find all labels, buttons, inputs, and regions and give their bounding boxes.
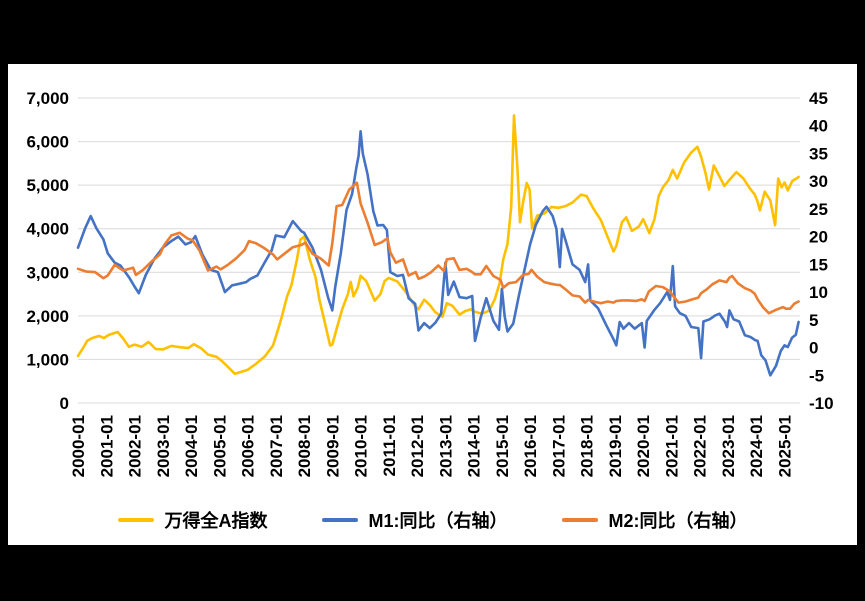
left-axis-tick-label: 7,000 xyxy=(26,89,69,108)
x-axis-tick-label: 2024-01 xyxy=(747,415,766,477)
x-axis-tick-label: 2007-01 xyxy=(267,415,286,477)
m1-series-swatch xyxy=(321,518,358,522)
x-axis-tick-label: 2015-01 xyxy=(493,415,512,477)
x-axis-tick-label: 2006-01 xyxy=(239,415,258,477)
x-axis-tick-label: 2005-01 xyxy=(210,415,229,477)
x-axis-tick-label: 2003-01 xyxy=(154,415,173,477)
x-axis-tick-label: 2019-01 xyxy=(606,415,625,477)
right-axis-tick-label: 35 xyxy=(809,145,828,164)
x-axis-tick-label: 2016-01 xyxy=(521,415,540,477)
right-axis-tick-label: 45 xyxy=(809,89,828,108)
left-axis-tick-label: 1,000 xyxy=(26,350,69,369)
right-axis-tick-label: 30 xyxy=(809,172,828,191)
x-axis-tick-label: 2022-01 xyxy=(691,415,710,477)
x-axis-tick-label: 2023-01 xyxy=(719,415,738,477)
x-axis-tick-label: 2018-01 xyxy=(578,415,597,477)
x-axis-tick-label: 2010-01 xyxy=(352,415,371,477)
x-axis-tick-label: 2025-01 xyxy=(776,415,795,477)
right-axis-tick-label: 0 xyxy=(809,339,818,358)
right-axis-tick-label: 5 xyxy=(809,311,818,330)
chart-legend: 万得全A指数 M1:同比（右轴） M2:同比（右轴） xyxy=(8,507,857,533)
x-axis-tick-label: 2004-01 xyxy=(182,415,201,477)
x-axis-tick-label: 2020-01 xyxy=(634,415,653,477)
legend-label-m2-yoy: M2:同比（右轴） xyxy=(608,511,748,531)
left-axis-tick-label: 6,000 xyxy=(26,133,69,152)
dual-axis-line-chart: 0 1,000 2,000 3,000 4,000 5,000 6,000 7,000 -10 -… xyxy=(26,89,834,477)
series-line-2 xyxy=(76,181,800,315)
left-axis-tick-label: 2,000 xyxy=(26,307,69,326)
x-axis-tick-label: 2001-01 xyxy=(97,415,116,477)
m2-series-swatch xyxy=(561,518,598,522)
left-axis-tick-label: 3,000 xyxy=(26,263,69,282)
x-axis-tick-label: 2011-01 xyxy=(380,415,399,476)
wind-all-a-series-swatch xyxy=(117,518,154,522)
right-axis-tick-label: 40 xyxy=(809,117,828,136)
right-axis-tick-label: -5 xyxy=(809,366,824,385)
x-axis-tick-label: 2000-01 xyxy=(69,415,88,477)
x-axis-tick-label: 2008-01 xyxy=(295,415,314,477)
x-axis-tick-label: 2009-01 xyxy=(323,415,342,477)
left-axis-tick-label: 0 xyxy=(60,394,69,413)
legend-label-m1-yoy: M1:同比（右轴） xyxy=(368,511,508,531)
chart-card: 0 1,000 2,000 3,000 4,000 5,000 6,000 7,000 -10 -… xyxy=(8,64,857,545)
x-axis-tick-label: 2017-01 xyxy=(549,415,568,477)
series-line-0 xyxy=(76,114,800,376)
x-axis-tick-label: 2013-01 xyxy=(436,415,455,477)
legend-label-wind-all-a: 万得全A指数 xyxy=(164,511,268,531)
x-axis-tick-label: 2012-01 xyxy=(408,415,427,477)
right-axis-tick-label: 15 xyxy=(809,255,828,274)
right-axis-tick-label: 10 xyxy=(809,283,828,302)
left-axis-tick-label: 4,000 xyxy=(26,220,69,239)
series-line-1 xyxy=(76,130,800,377)
right-axis-tick-label: -10 xyxy=(809,394,834,413)
x-axis-tick-label: 2014-01 xyxy=(465,415,484,477)
left-axis-tick-label: 5,000 xyxy=(26,176,69,195)
x-axis-tick-label: 2002-01 xyxy=(126,415,145,477)
legend-item-m1-yoy: M1:同比（右轴） xyxy=(321,507,508,533)
right-axis-tick-label: 25 xyxy=(809,200,828,219)
x-axis-tick-label: 2021-01 xyxy=(662,415,681,477)
right-axis-tick-label: 20 xyxy=(809,228,828,247)
legend-item-m2-yoy: M2:同比（右轴） xyxy=(561,507,748,533)
legend-item-wind-all-a-index: 万得全A指数 xyxy=(117,507,268,533)
